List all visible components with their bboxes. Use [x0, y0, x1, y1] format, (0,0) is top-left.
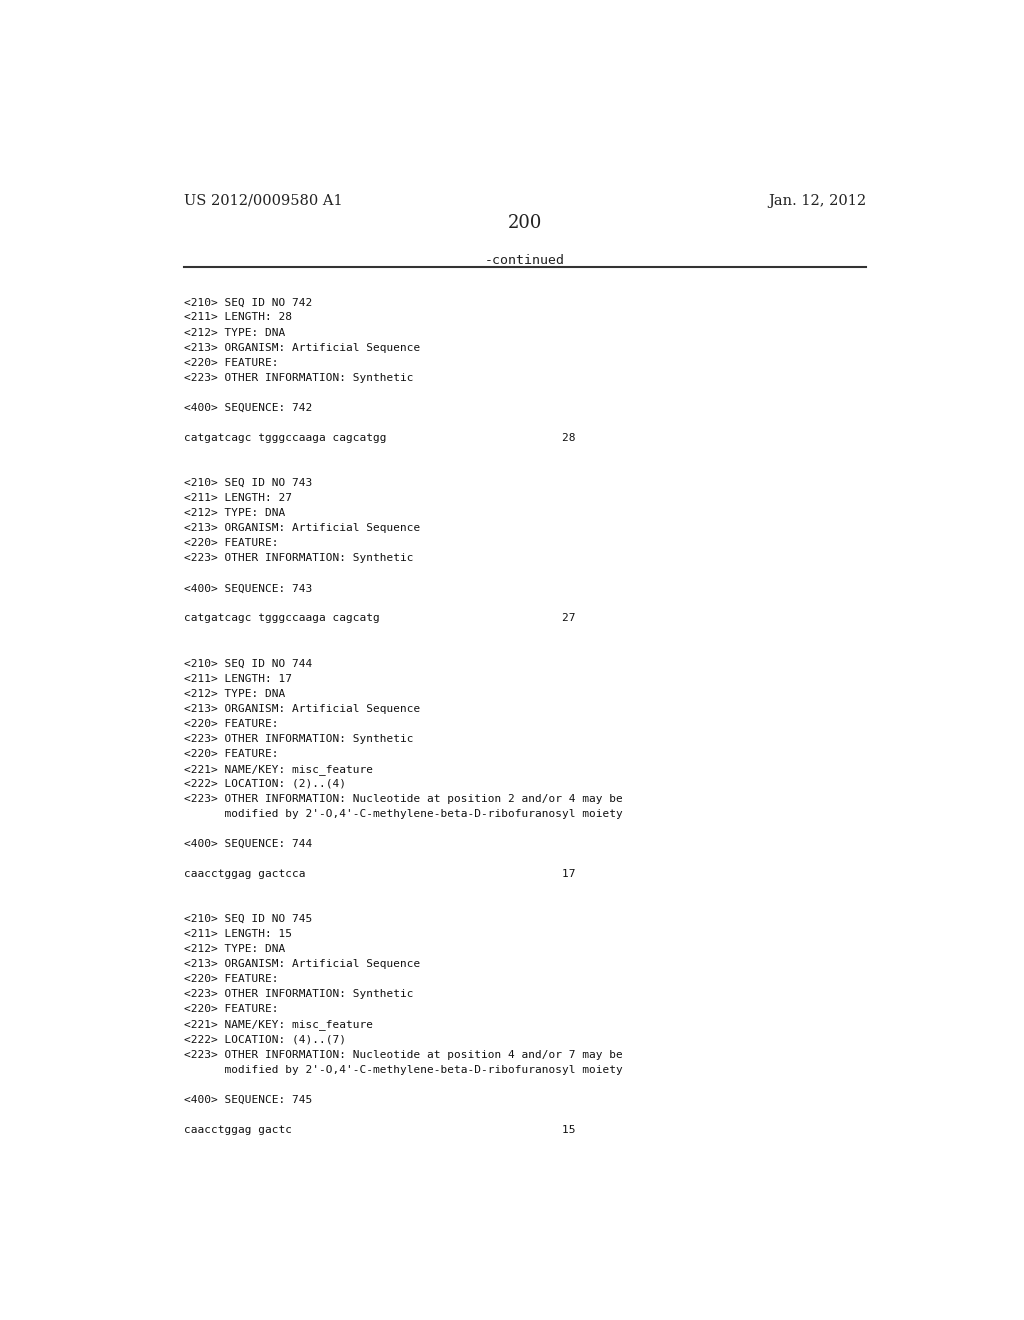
Text: modified by 2'-O,4'-C-methylene-beta-D-ribofuranosyl moiety: modified by 2'-O,4'-C-methylene-beta-D-r… — [183, 1065, 623, 1074]
Text: <220> FEATURE:: <220> FEATURE: — [183, 539, 279, 548]
Text: <211> LENGTH: 17: <211> LENGTH: 17 — [183, 673, 292, 684]
Text: catgatcagc tgggccaaga cagcatgg                          28: catgatcagc tgggccaaga cagcatgg 28 — [183, 433, 575, 442]
Text: catgatcagc tgggccaaga cagcatg                           27: catgatcagc tgggccaaga cagcatg 27 — [183, 614, 575, 623]
Text: caacctggag gactc                                        15: caacctggag gactc 15 — [183, 1125, 575, 1135]
Text: <220> FEATURE:: <220> FEATURE: — [183, 358, 279, 367]
Text: <220> FEATURE:: <220> FEATURE: — [183, 974, 279, 985]
Text: <211> LENGTH: 15: <211> LENGTH: 15 — [183, 929, 292, 940]
Text: <221> NAME/KEY: misc_feature: <221> NAME/KEY: misc_feature — [183, 1019, 373, 1031]
Text: <210> SEQ ID NO 742: <210> SEQ ID NO 742 — [183, 297, 311, 308]
Text: <223> OTHER INFORMATION: Synthetic: <223> OTHER INFORMATION: Synthetic — [183, 372, 413, 383]
Text: <212> TYPE: DNA: <212> TYPE: DNA — [183, 689, 285, 698]
Text: <210> SEQ ID NO 745: <210> SEQ ID NO 745 — [183, 915, 311, 924]
Text: <223> OTHER INFORMATION: Nucleotide at position 4 and/or 7 may be: <223> OTHER INFORMATION: Nucleotide at p… — [183, 1049, 623, 1060]
Text: <400> SEQUENCE: 745: <400> SEQUENCE: 745 — [183, 1094, 311, 1105]
Text: <213> ORGANISM: Artificial Sequence: <213> ORGANISM: Artificial Sequence — [183, 704, 420, 714]
Text: <211> LENGTH: 28: <211> LENGTH: 28 — [183, 313, 292, 322]
Text: <223> OTHER INFORMATION: Nucleotide at position 2 and/or 4 may be: <223> OTHER INFORMATION: Nucleotide at p… — [183, 793, 623, 804]
Text: <400> SEQUENCE: 742: <400> SEQUENCE: 742 — [183, 403, 311, 413]
Text: US 2012/0009580 A1: US 2012/0009580 A1 — [183, 194, 342, 209]
Text: <220> FEATURE:: <220> FEATURE: — [183, 748, 279, 759]
Text: <221> NAME/KEY: misc_feature: <221> NAME/KEY: misc_feature — [183, 764, 373, 775]
Text: <212> TYPE: DNA: <212> TYPE: DNA — [183, 508, 285, 517]
Text: <400> SEQUENCE: 744: <400> SEQUENCE: 744 — [183, 840, 311, 849]
Text: <210> SEQ ID NO 744: <210> SEQ ID NO 744 — [183, 659, 311, 668]
Text: <223> OTHER INFORMATION: Synthetic: <223> OTHER INFORMATION: Synthetic — [183, 553, 413, 564]
Text: <220> FEATURE:: <220> FEATURE: — [183, 718, 279, 729]
Text: <212> TYPE: DNA: <212> TYPE: DNA — [183, 944, 285, 954]
Text: <220> FEATURE:: <220> FEATURE: — [183, 1005, 279, 1015]
Text: <212> TYPE: DNA: <212> TYPE: DNA — [183, 327, 285, 338]
Text: Jan. 12, 2012: Jan. 12, 2012 — [768, 194, 866, 209]
Text: <211> LENGTH: 27: <211> LENGTH: 27 — [183, 492, 292, 503]
Text: <213> ORGANISM: Artificial Sequence: <213> ORGANISM: Artificial Sequence — [183, 343, 420, 352]
Text: <222> LOCATION: (4)..(7): <222> LOCATION: (4)..(7) — [183, 1035, 345, 1044]
Text: <400> SEQUENCE: 743: <400> SEQUENCE: 743 — [183, 583, 311, 593]
Text: <223> OTHER INFORMATION: Synthetic: <223> OTHER INFORMATION: Synthetic — [183, 734, 413, 743]
Text: <223> OTHER INFORMATION: Synthetic: <223> OTHER INFORMATION: Synthetic — [183, 990, 413, 999]
Text: <222> LOCATION: (2)..(4): <222> LOCATION: (2)..(4) — [183, 779, 345, 789]
Text: 200: 200 — [508, 214, 542, 232]
Text: caacctggag gactcca                                      17: caacctggag gactcca 17 — [183, 869, 575, 879]
Text: <213> ORGANISM: Artificial Sequence: <213> ORGANISM: Artificial Sequence — [183, 523, 420, 533]
Text: <213> ORGANISM: Artificial Sequence: <213> ORGANISM: Artificial Sequence — [183, 960, 420, 969]
Text: <210> SEQ ID NO 743: <210> SEQ ID NO 743 — [183, 478, 311, 488]
Text: -continued: -continued — [484, 253, 565, 267]
Text: modified by 2'-O,4'-C-methylene-beta-D-ribofuranosyl moiety: modified by 2'-O,4'-C-methylene-beta-D-r… — [183, 809, 623, 818]
